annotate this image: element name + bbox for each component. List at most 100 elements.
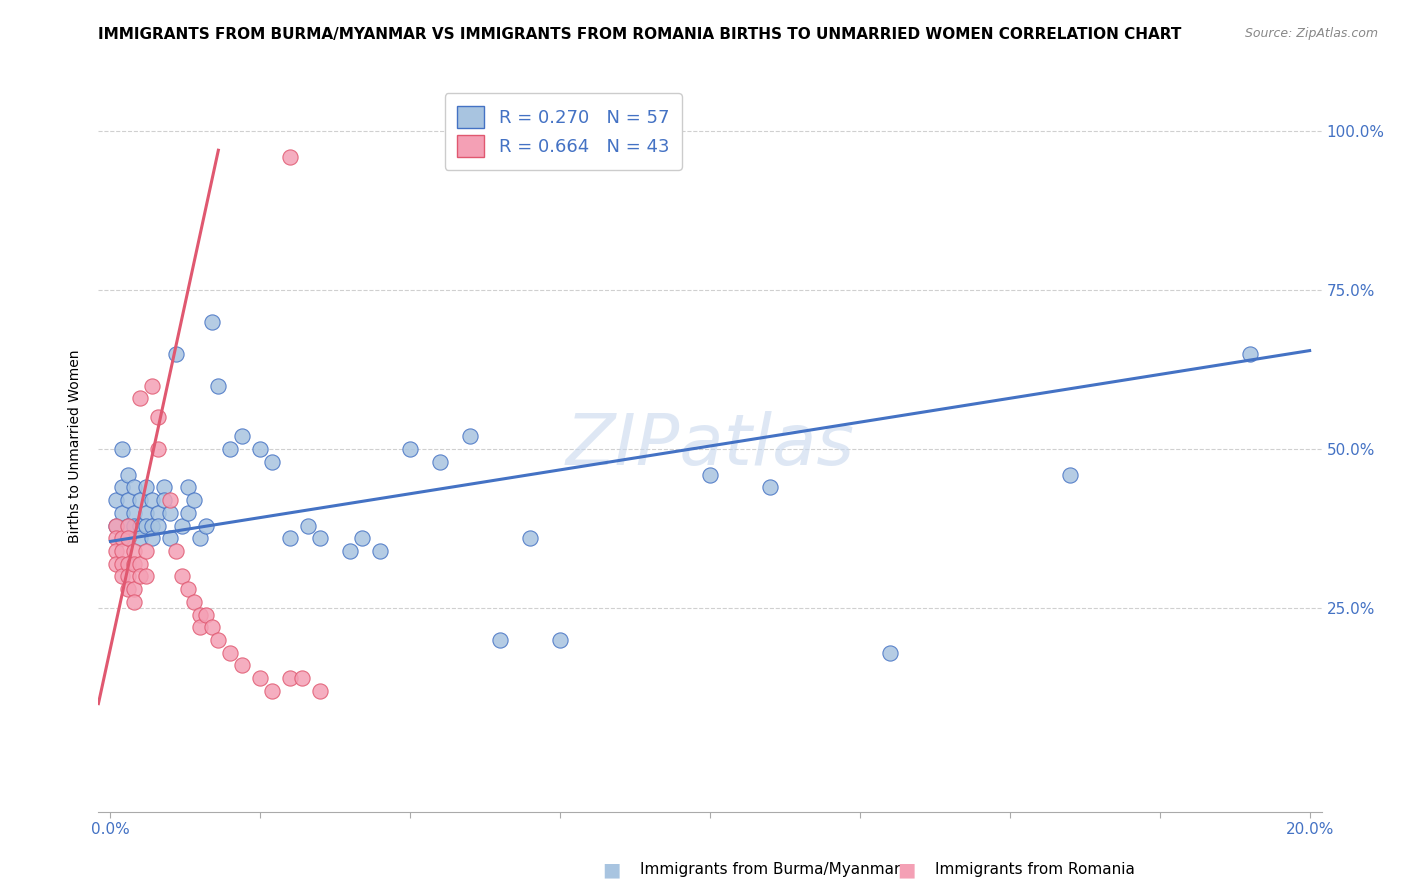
Point — [117, 569, 139, 583]
Point — [201, 315, 224, 329]
Point — [117, 518, 139, 533]
Point — [183, 595, 205, 609]
Point — [759, 480, 782, 494]
Point — [124, 595, 146, 609]
Point — [105, 493, 128, 508]
Point — [111, 569, 134, 583]
Point — [105, 531, 128, 545]
Point — [135, 480, 157, 494]
Y-axis label: Births to Unmarried Women: Births to Unmarried Women — [69, 350, 83, 542]
Point — [124, 480, 146, 494]
Point — [172, 518, 194, 533]
Point — [148, 506, 170, 520]
Text: Source: ZipAtlas.com: Source: ZipAtlas.com — [1244, 27, 1378, 40]
Point — [141, 378, 163, 392]
Text: ■: ■ — [602, 860, 621, 880]
Point — [429, 455, 451, 469]
Point — [183, 493, 205, 508]
Point — [135, 544, 157, 558]
Point — [135, 506, 157, 520]
Point — [124, 582, 146, 596]
Point — [135, 569, 157, 583]
Point — [141, 493, 163, 508]
Point — [309, 531, 332, 545]
Point — [548, 632, 571, 647]
Point — [117, 582, 139, 596]
Point — [153, 493, 176, 508]
Point — [399, 442, 422, 457]
Text: ■: ■ — [897, 860, 917, 880]
Point — [159, 506, 181, 520]
Point — [249, 671, 271, 685]
Point — [117, 531, 139, 545]
Point — [249, 442, 271, 457]
Point — [111, 442, 134, 457]
Point — [1059, 467, 1081, 482]
Point — [117, 493, 139, 508]
Legend: R = 0.270   N = 57, R = 0.664   N = 43: R = 0.270 N = 57, R = 0.664 N = 43 — [444, 93, 682, 169]
Point — [159, 493, 181, 508]
Point — [201, 620, 224, 634]
Point — [159, 531, 181, 545]
Point — [117, 557, 139, 571]
Point — [111, 544, 134, 558]
Point — [219, 646, 242, 660]
Point — [111, 480, 134, 494]
Point — [148, 410, 170, 425]
Point — [207, 632, 229, 647]
Point — [368, 544, 391, 558]
Point — [262, 684, 284, 698]
Point — [195, 607, 218, 622]
Point — [177, 582, 200, 596]
Point — [111, 531, 134, 545]
Point — [129, 518, 152, 533]
Point — [699, 467, 721, 482]
Point — [219, 442, 242, 457]
Point — [291, 671, 314, 685]
Point — [111, 506, 134, 520]
Point — [188, 531, 211, 545]
Point — [148, 442, 170, 457]
Point — [879, 646, 901, 660]
Point — [489, 632, 512, 647]
Point — [105, 544, 128, 558]
Point — [231, 429, 253, 443]
Point — [153, 480, 176, 494]
Point — [458, 429, 481, 443]
Point — [129, 493, 152, 508]
Point — [207, 378, 229, 392]
Point — [297, 518, 319, 533]
Point — [188, 607, 211, 622]
Point — [172, 569, 194, 583]
Point — [278, 531, 301, 545]
Point — [165, 544, 187, 558]
Text: IMMIGRANTS FROM BURMA/MYANMAR VS IMMIGRANTS FROM ROMANIA BIRTHS TO UNMARRIED WOM: IMMIGRANTS FROM BURMA/MYANMAR VS IMMIGRA… — [98, 27, 1182, 42]
Point — [148, 518, 170, 533]
Point — [231, 658, 253, 673]
Point — [111, 557, 134, 571]
Point — [135, 518, 157, 533]
Point — [141, 518, 163, 533]
Point — [129, 569, 152, 583]
Point — [124, 544, 146, 558]
Point — [278, 150, 301, 164]
Point — [165, 347, 187, 361]
Point — [129, 531, 152, 545]
Point — [129, 392, 152, 406]
Point — [105, 557, 128, 571]
Point — [339, 544, 361, 558]
Point — [105, 518, 128, 533]
Point — [141, 531, 163, 545]
Point — [177, 480, 200, 494]
Point — [124, 557, 146, 571]
Point — [352, 531, 374, 545]
Point — [117, 518, 139, 533]
Point — [195, 518, 218, 533]
Text: Immigrants from Burma/Myanmar: Immigrants from Burma/Myanmar — [640, 863, 900, 877]
Point — [129, 557, 152, 571]
Point — [262, 455, 284, 469]
Point — [124, 506, 146, 520]
Point — [177, 506, 200, 520]
Point — [124, 518, 146, 533]
Point — [278, 671, 301, 685]
